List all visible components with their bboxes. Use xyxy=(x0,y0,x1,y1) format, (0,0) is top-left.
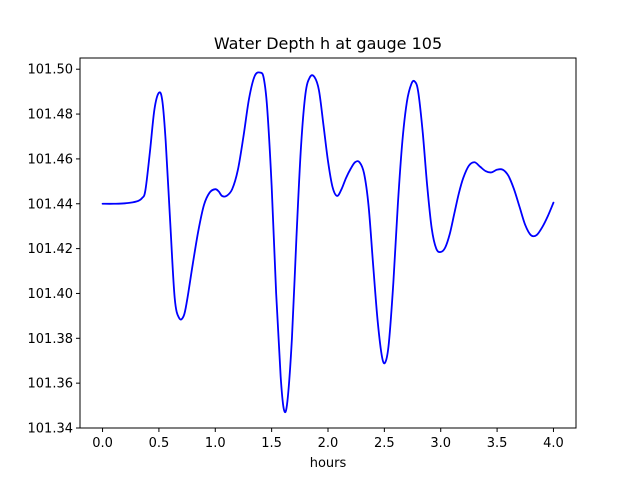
x-tick-label: 1.0 xyxy=(205,436,226,451)
x-tick-label: 4.0 xyxy=(543,436,564,451)
x-tick-label: 3.0 xyxy=(430,436,451,451)
x-axis-label: hours xyxy=(310,456,347,471)
series-line xyxy=(101,71,555,414)
x-tick-label: 2.0 xyxy=(318,436,339,451)
chart-title: Water Depth h at gauge 105 xyxy=(214,34,442,53)
x-axis: 0.0 0.5 1.0 1.5 2.0 2.5 3.0 3.5 4.0 xyxy=(92,428,564,451)
y-tick-label: 101.48 xyxy=(28,108,74,123)
y-tick-label: 101.40 xyxy=(28,287,74,302)
y-tick-label: 101.34 xyxy=(28,422,74,437)
x-tick-label: 1.5 xyxy=(261,436,282,451)
series-layer xyxy=(101,71,555,414)
y-tick-label: 101.42 xyxy=(28,242,74,257)
y-axis: 101.34 101.36 101.38 101.40 101.42 101.44 101.… xyxy=(28,63,80,437)
x-tick-label: 0.0 xyxy=(92,436,113,451)
x-tick-label: 2.5 xyxy=(374,436,395,451)
plot-area xyxy=(80,58,576,428)
y-tick-label: 101.50 xyxy=(28,63,74,78)
y-tick-label: 101.46 xyxy=(28,152,74,167)
y-tick-label: 101.38 xyxy=(28,332,74,347)
y-tick-label: 101.36 xyxy=(28,377,74,392)
y-tick-label: 101.44 xyxy=(28,197,74,212)
x-tick-label: 0.5 xyxy=(149,436,170,451)
x-tick-label: 3.5 xyxy=(487,436,508,451)
